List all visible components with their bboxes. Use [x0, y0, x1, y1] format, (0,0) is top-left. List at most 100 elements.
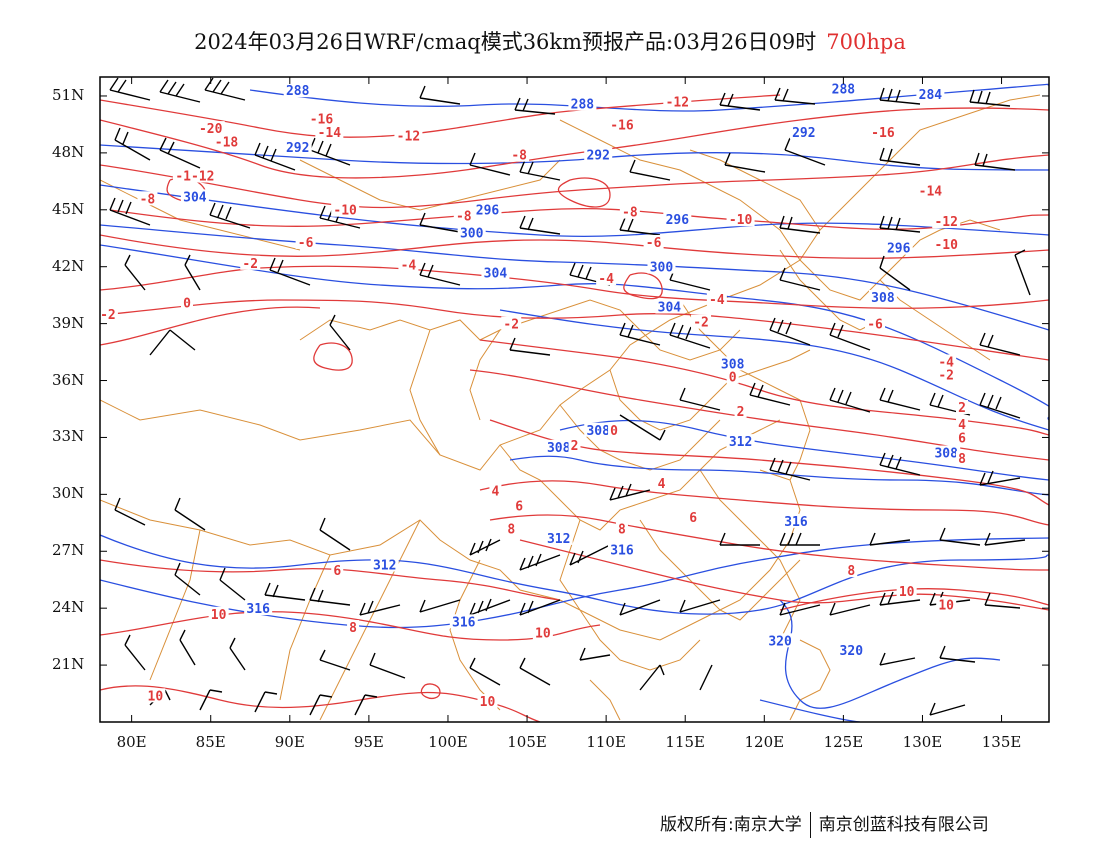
height-contour-label-bg	[726, 434, 755, 449]
height-contour-label-bg	[607, 542, 636, 557]
temperature-contour-label: -16	[871, 126, 895, 141]
temperature-contour-label-bg	[208, 606, 229, 621]
temperature-contour-label: -2	[242, 257, 258, 272]
temperature-contour-label: -4	[938, 355, 954, 370]
temperature-contour-label-bg	[532, 625, 553, 640]
temperature-contours	[100, 94, 1049, 722]
lat-label: 36N	[52, 370, 85, 389]
lon-label: 130E	[902, 733, 943, 751]
temperature-contour-label-bg	[619, 204, 640, 219]
height-contour-label: 316	[452, 615, 476, 630]
height-contour-label: 316	[610, 543, 634, 558]
temperature-contour-label-bg	[347, 620, 360, 635]
temperature-contour-label-bg	[172, 168, 217, 183]
height-contour-label: 296	[476, 204, 500, 219]
temperature-contour-label: -8	[622, 206, 638, 221]
temperature-contour-label: -12	[934, 215, 957, 230]
temperature-contour-label: 4	[958, 418, 966, 433]
height-contour-label: 320	[840, 644, 864, 659]
temperature-contour-label: -12	[666, 96, 689, 111]
temperature-contour-label-bg	[726, 212, 755, 227]
lat-label: 48N	[52, 142, 85, 161]
temperature-contour-label: 0	[729, 371, 737, 386]
temperature-contour-label: 10	[480, 695, 496, 710]
temperature-contour-label-bg	[956, 399, 969, 414]
temperature-contour-label-bg	[956, 430, 969, 445]
temperature-contour-label: 10	[938, 598, 954, 613]
height-contour-label-bg	[283, 140, 312, 155]
temperature-contour-label-bg	[687, 510, 700, 525]
temperature-contour-label: 10	[211, 608, 227, 623]
temperature-contour-label-bg	[501, 316, 522, 331]
temperature-contour-label: -6	[646, 236, 662, 251]
lat-label: 51N	[52, 85, 85, 104]
temperature-contour-label: 0	[183, 297, 191, 312]
title-main: 2024年03月26日WRF/cmaq模式36km预报产品:03月26日09时	[194, 30, 817, 54]
temperature-contour-label-bg	[896, 584, 917, 598]
height-contour-label-bg	[655, 299, 684, 314]
temperature-contour-label-bg	[936, 354, 957, 369]
wind-barbs	[109, 77, 1031, 716]
height-contour-label-bg	[829, 81, 858, 96]
temperature-contour-label: 8	[847, 564, 855, 579]
temperature-contour-label: -8	[511, 149, 527, 164]
temperature-contour-label-bg	[513, 498, 526, 513]
height-contour-label-bg	[884, 240, 913, 255]
temperature-contour-label-bg	[509, 147, 530, 162]
lat-label: 30N	[52, 484, 85, 503]
temperature-contour-label-bg	[691, 314, 712, 329]
temperature-contour-label-bg	[868, 124, 897, 139]
credit-separator	[809, 812, 811, 838]
temperature-contour-label-bg	[240, 255, 261, 270]
temperature-contour-label-bg	[916, 183, 945, 198]
height-contour-label: 316	[246, 602, 270, 617]
pressure-level-label: 700hpa	[826, 30, 906, 54]
temperature-contour-label: 6	[515, 500, 523, 515]
axis-ticks	[100, 77, 1049, 722]
height-contour-label-bg	[868, 289, 897, 304]
temperature-contour-label-bg	[295, 234, 316, 249]
temperature-contour-label-bg	[100, 307, 118, 322]
temperature-contour-label-bg	[489, 483, 502, 498]
temperature-contour-label: -1-12	[175, 170, 214, 185]
credit-left: 版权所有:南京大学	[660, 815, 802, 835]
temperature-contour-label-bg	[315, 124, 344, 139]
height-contour-label: 304	[183, 190, 207, 205]
height-contour-label: 304	[484, 266, 508, 281]
height-contour-label-bg	[449, 614, 478, 629]
height-contour-label-bg	[647, 259, 676, 274]
temperature-contour-label-bg	[726, 369, 739, 384]
temperature-contour-label: 6	[689, 511, 697, 526]
map-title: 2024年03月26日WRF/cmaq模式36km预报产品:03月26日09时 7…	[0, 26, 1100, 56]
temperature-contour-label: -4	[709, 293, 725, 308]
lon-label: 105E	[507, 733, 547, 751]
temperature-contour-label-bg	[212, 134, 241, 149]
temperature-contour-label: 6	[958, 431, 966, 446]
lon-label: 90E	[274, 733, 305, 751]
lat-label: 21N	[52, 655, 85, 674]
lon-label: 120E	[744, 733, 785, 751]
temperature-contour-label: 4	[492, 484, 500, 499]
height-contour-label: 312	[373, 558, 396, 573]
temperature-contour-label: 2	[958, 401, 966, 416]
height-contour-label: 288	[286, 84, 310, 99]
height-contour-label-bg	[837, 642, 866, 657]
temperature-contour-label: 6	[333, 564, 341, 579]
temperature-contour-label: -8	[456, 209, 472, 224]
temperature-contour-label-bg	[643, 234, 664, 249]
temperature-contour-label: -12	[397, 130, 420, 145]
height-contour-label-bg	[789, 124, 818, 139]
temperature-label-layer: -12-16 -16-14 -12-20-18-16-8-1-12-8-14-10-…	[100, 94, 969, 710]
lon-label: 135E	[981, 733, 1022, 751]
temperature-contour-label: -14	[318, 126, 342, 141]
height-contour-label: 320	[768, 634, 792, 649]
temperature-contour-label-bg	[734, 403, 747, 418]
plot-frame	[99, 76, 1050, 723]
height-contour-label: 304	[658, 300, 682, 315]
temperature-contour-label: -18	[215, 135, 239, 150]
temperature-contour-label-bg	[137, 191, 158, 206]
copyright-credit: 版权所有:南京大学 南京创蓝科技有限公司	[660, 810, 989, 838]
temperature-contour-label-bg	[865, 316, 886, 331]
